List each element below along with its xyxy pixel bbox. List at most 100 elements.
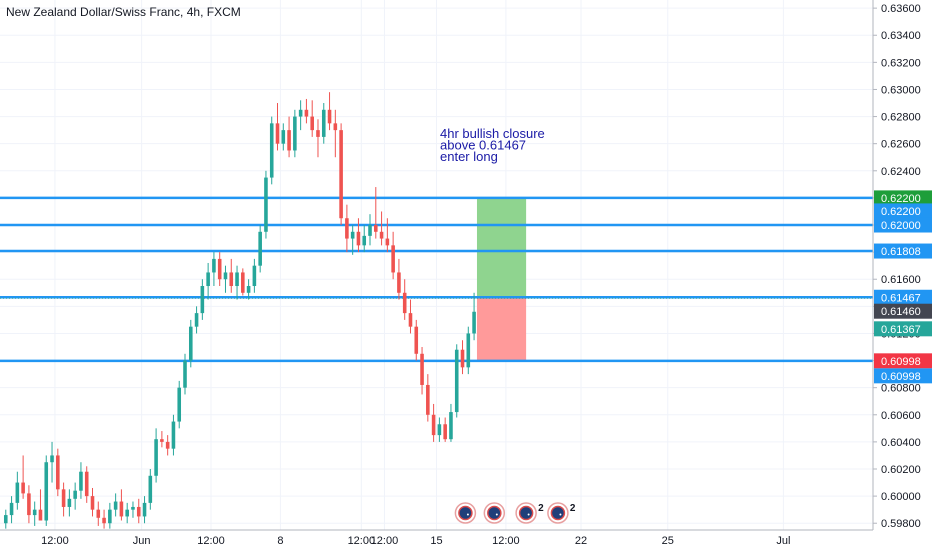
candle[interactable] xyxy=(374,187,378,239)
candle[interactable] xyxy=(148,469,153,510)
candle[interactable] xyxy=(160,431,164,448)
candle[interactable] xyxy=(275,103,280,151)
candle[interactable] xyxy=(368,214,372,246)
candle[interactable] xyxy=(391,231,395,280)
candle[interactable] xyxy=(437,417,442,442)
candle[interactable] xyxy=(154,428,158,483)
candle-body xyxy=(252,265,257,287)
candle[interactable] xyxy=(327,92,332,131)
candle[interactable] xyxy=(119,489,124,521)
candle[interactable] xyxy=(108,502,112,529)
candle[interactable] xyxy=(3,509,8,529)
candle[interactable] xyxy=(264,170,268,239)
candle[interactable] xyxy=(350,225,355,255)
horizontal-lines[interactable] xyxy=(0,196,873,363)
candle-body xyxy=(269,123,274,178)
candle[interactable] xyxy=(460,340,465,375)
candle[interactable] xyxy=(73,482,77,510)
candle[interactable] xyxy=(9,496,14,524)
candle[interactable] xyxy=(67,489,72,517)
candle[interactable] xyxy=(414,319,419,361)
candle[interactable] xyxy=(229,258,234,293)
candle[interactable] xyxy=(426,374,430,422)
candle[interactable] xyxy=(142,496,147,524)
candle[interactable] xyxy=(183,353,187,395)
candle[interactable] xyxy=(269,116,274,185)
candle[interactable] xyxy=(206,262,210,300)
candle[interactable] xyxy=(246,279,251,300)
candle[interactable] xyxy=(50,441,54,483)
flag-icon xyxy=(458,505,473,521)
candle[interactable] xyxy=(200,279,205,320)
candle[interactable] xyxy=(287,116,291,158)
candle[interactable] xyxy=(339,123,343,226)
candle[interactable] xyxy=(131,501,135,518)
candle[interactable] xyxy=(21,455,25,499)
candle[interactable] xyxy=(125,502,129,524)
candle[interactable] xyxy=(454,344,459,418)
candle[interactable] xyxy=(298,100,303,131)
candle[interactable] xyxy=(15,471,20,510)
candle[interactable] xyxy=(223,265,228,293)
candle[interactable] xyxy=(113,493,118,517)
candle[interactable] xyxy=(379,211,384,246)
candle[interactable] xyxy=(310,100,314,137)
candle[interactable] xyxy=(235,265,239,300)
candle[interactable] xyxy=(431,403,436,442)
candles[interactable] xyxy=(3,92,476,529)
candle[interactable] xyxy=(316,119,320,158)
event-marker[interactable] xyxy=(483,502,506,524)
candle[interactable] xyxy=(293,109,297,158)
candle[interactable] xyxy=(61,482,66,517)
candle[interactable] xyxy=(32,501,37,526)
candle[interactable] xyxy=(362,225,367,253)
candle[interactable] xyxy=(241,268,245,296)
candle[interactable] xyxy=(385,218,390,253)
candle[interactable] xyxy=(408,299,413,334)
candle[interactable] xyxy=(177,380,182,429)
profit-target-zone[interactable] xyxy=(476,197,527,298)
candle[interactable] xyxy=(56,448,60,497)
candle[interactable] xyxy=(136,498,141,524)
candle[interactable] xyxy=(102,509,106,529)
candle[interactable] xyxy=(90,487,95,517)
candle[interactable] xyxy=(27,485,31,524)
candle[interactable] xyxy=(165,435,170,456)
candle[interactable] xyxy=(397,258,401,300)
candle[interactable] xyxy=(44,455,49,526)
candle[interactable] xyxy=(281,123,286,151)
candle[interactable] xyxy=(96,501,101,526)
candle[interactable] xyxy=(443,417,447,442)
candle[interactable] xyxy=(84,466,89,503)
candle[interactable] xyxy=(449,403,453,442)
candle[interactable] xyxy=(420,347,424,395)
candle[interactable] xyxy=(466,326,471,375)
candle[interactable] xyxy=(472,292,476,341)
position-zones[interactable] xyxy=(476,197,527,361)
candle[interactable] xyxy=(402,279,407,320)
candle-body xyxy=(258,231,262,266)
candle[interactable] xyxy=(217,252,222,287)
candle[interactable] xyxy=(345,204,349,253)
candle[interactable] xyxy=(252,258,257,293)
candle[interactable] xyxy=(171,414,176,456)
candle[interactable] xyxy=(188,319,193,368)
candle[interactable] xyxy=(333,109,338,158)
event-marker[interactable]: 2 xyxy=(547,502,576,524)
candle[interactable] xyxy=(356,218,361,253)
candle[interactable] xyxy=(38,489,43,521)
candle[interactable] xyxy=(304,98,309,124)
event-marker[interactable] xyxy=(454,502,477,524)
candle[interactable] xyxy=(258,225,262,273)
candle-body xyxy=(275,123,280,144)
candle[interactable] xyxy=(79,462,83,499)
stop-loss-zone[interactable] xyxy=(476,297,527,361)
candle[interactable] xyxy=(321,103,326,144)
event-marker[interactable]: 2 xyxy=(515,502,544,524)
candle[interactable] xyxy=(194,306,199,334)
candle[interactable] xyxy=(212,252,216,287)
